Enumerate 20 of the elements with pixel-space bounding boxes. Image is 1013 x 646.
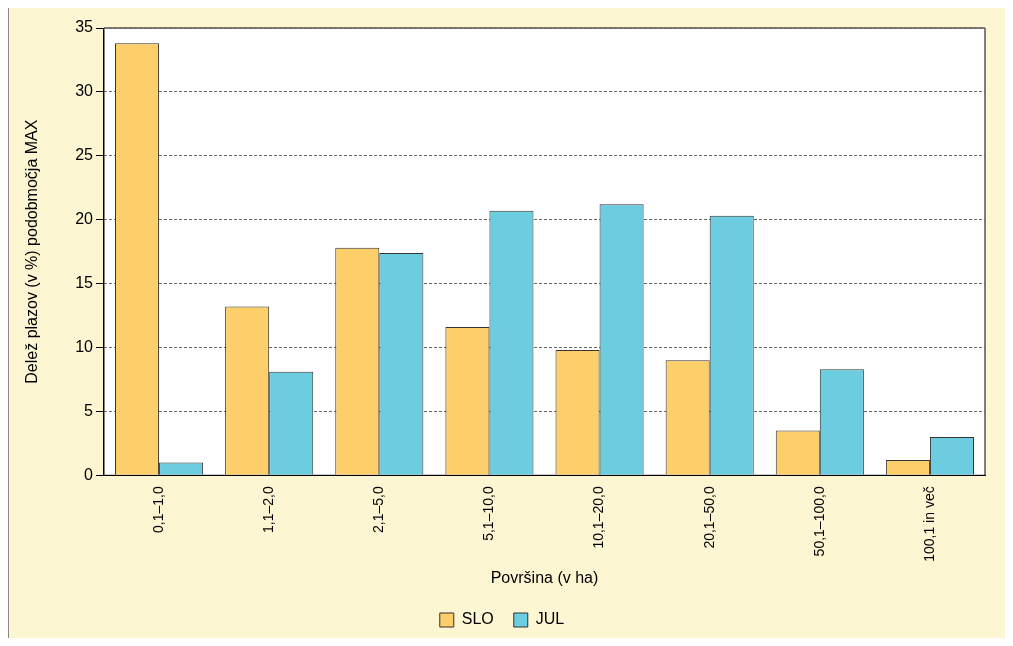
y-tick-label: 35 (75, 18, 94, 36)
x-tick-label: 0,1–1,0 (149, 486, 166, 534)
x-tick-label: 50,1–100,0 (810, 486, 827, 557)
legend-label: JUL (535, 610, 565, 628)
x-tick-label: 20,1–50,0 (700, 486, 717, 549)
y-tick-label: 20 (75, 210, 94, 228)
y-tick-label: 0 (84, 465, 94, 483)
y-tick-label: 30 (75, 82, 94, 100)
y-tick-label: 5 (84, 401, 94, 419)
y-tick-label: 10 (75, 337, 94, 355)
x-tick-label: 2,1–5,0 (370, 486, 387, 534)
x-tick-label: 10,1–20,0 (590, 486, 607, 549)
y-tick-label: 15 (75, 274, 94, 292)
legend-label: SLO (461, 610, 494, 628)
x-tick-label: 100,1 in več (920, 486, 937, 562)
x-axis-title: Površina (v ha) (490, 568, 599, 586)
y-tick-label: 25 (75, 146, 94, 164)
x-tick-label: 1,1–2,0 (260, 486, 277, 534)
y-axis-title: Delež plazov (v %) podobmočja MAX (23, 119, 41, 384)
x-tick-label: 5,1–10,0 (480, 486, 497, 541)
